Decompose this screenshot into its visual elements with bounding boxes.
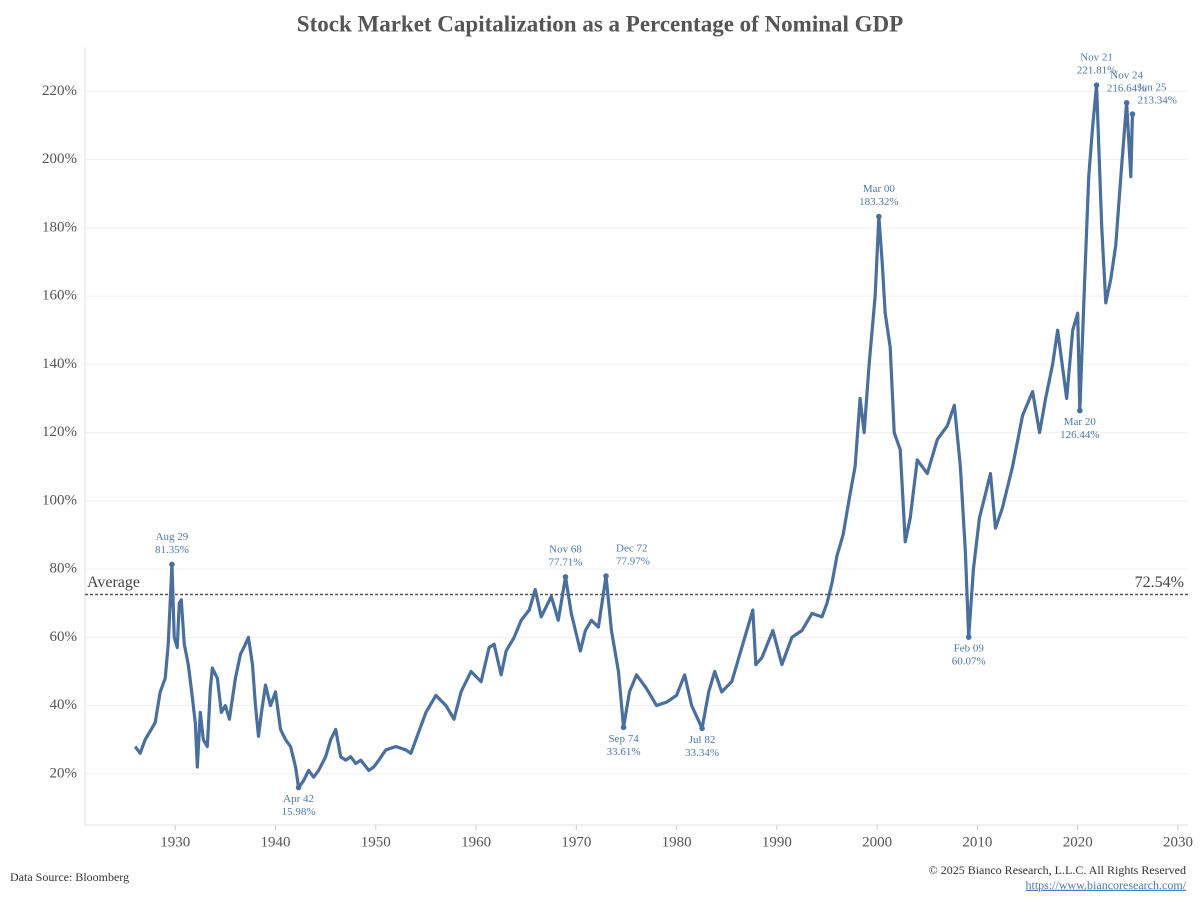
annotation-value: 216.64% [1107,82,1146,94]
annotation-label: Nov 24 [1110,69,1143,81]
annotation-dot [1077,407,1083,414]
annotation-label: Mar 20 [1064,416,1097,428]
x-tick-label: 1930 [160,834,190,850]
annotation-value: 33.61% [607,746,641,758]
annotation-dot [965,634,972,640]
x-tick-label: 1960 [461,834,491,850]
annotation-label: Jul 82 [689,734,716,746]
annotation-dot [169,561,175,568]
y-tick-label: 160% [42,288,77,304]
y-tick-label: 180% [42,219,77,235]
x-tick-label: 1980 [662,834,692,850]
chart-title: Stock Market Capitalization as a Percent… [297,11,903,36]
annotation-dot [1129,111,1136,117]
y-tick-label: 60% [50,629,78,645]
annotation-value: 60.07% [952,656,986,668]
annotation-dot [876,213,882,220]
annotation-dot [1093,82,1100,88]
annotation-dot [1123,100,1130,106]
annotation-value: 221.81% [1077,65,1116,77]
annotation-dot [562,574,569,580]
website-link[interactable]: https://www.biancoresearch.com/ [1025,878,1186,892]
annotation-dot [603,573,609,579]
annotation-label: Aug 29 [156,531,189,543]
x-tick-label: 1970 [561,834,591,850]
annotation-label: Dec 72 [616,543,647,555]
annotation-label: Apr 42 [283,793,314,805]
source: Data Source: Bloomberg [10,870,129,884]
annotation-label: Feb 09 [954,643,985,655]
annotation-value: 33.34% [685,747,719,759]
x-tick-label: 2030 [1163,834,1193,850]
annotation-value: 81.35% [155,544,189,556]
y-tick-label: 220% [42,83,77,99]
y-tick-label: 100% [42,492,77,508]
x-tick-label: 1940 [261,834,291,850]
series-line [133,83,1135,790]
annotation-label: Jun 25 [1137,82,1167,94]
annotation-value: 183.32% [859,196,898,208]
annotation-label: Mar 00 [863,183,896,195]
annotation-value: 77.97% [616,556,650,568]
y-tick-label: 200% [42,151,77,167]
annotation-value: 77.71% [549,556,583,568]
x-tick-label: 1950 [361,834,391,850]
y-tick-label: 140% [42,356,77,372]
y-tick-label: 120% [42,424,77,440]
annotation-dot [620,724,627,731]
y-tick-label: 80% [50,561,78,577]
copyright: © 2025 Bianco Research, L.L.C. All Right… [929,863,1186,877]
y-tick-label: 20% [50,765,78,781]
annotation-value: 213.34% [1137,95,1176,107]
annotation-dot [295,784,302,791]
x-tick-label: 1990 [762,834,792,850]
annotation-value: 15.98% [282,806,316,818]
annotation-dot [699,725,705,732]
annotation-label: Nov 68 [549,543,582,555]
x-tick-label: 2000 [862,834,892,850]
annotation-value: 126.44% [1060,429,1099,441]
annotation-label: Sep 74 [608,733,639,745]
x-tick-label: 2010 [962,834,992,850]
annotation-label: Nov 21 [1080,52,1113,64]
average-value: 72.54% [1135,574,1184,591]
x-tick-label: 2020 [1063,834,1093,850]
average-label: Average [87,574,140,591]
y-tick-label: 40% [50,697,78,713]
